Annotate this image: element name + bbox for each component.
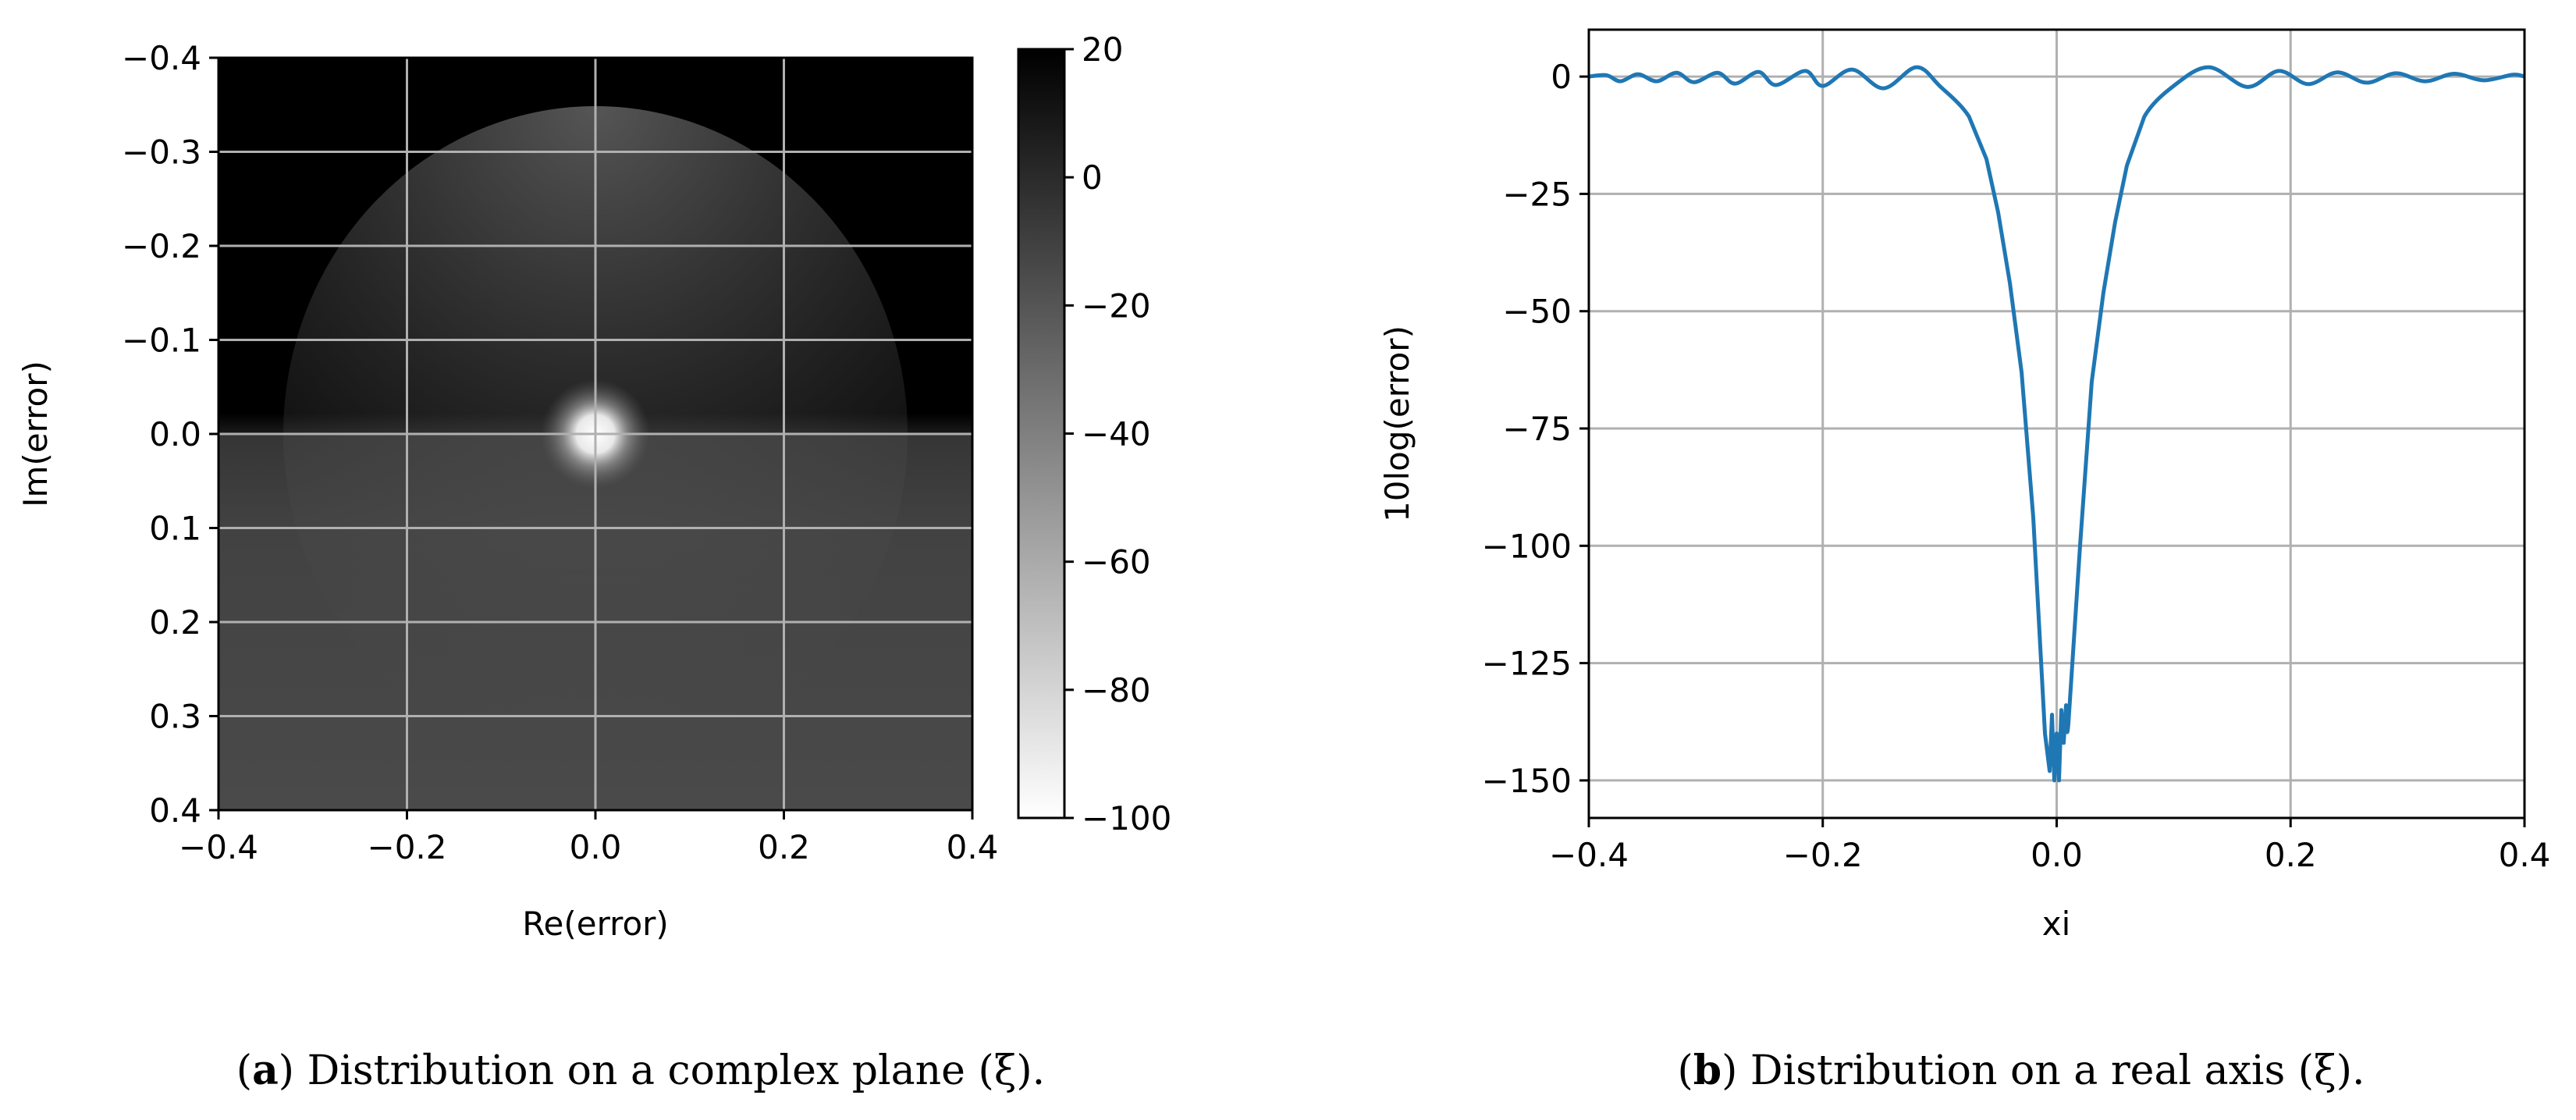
colorbar-tick-label: 20 — [1082, 30, 1123, 69]
y-tick-label: 0.0 — [149, 415, 201, 453]
x-tick-label: −0.4 — [1549, 836, 1629, 874]
y-tick-label: 0.4 — [149, 791, 201, 830]
y-tick-label: 0.3 — [149, 698, 201, 736]
y-tick-label: 0.2 — [149, 603, 201, 642]
colorbar — [1017, 48, 1066, 820]
colorbar-tick-label: −100 — [1082, 799, 1171, 837]
caption-b: (b) Distribution on a real axis (ξ). — [1677, 1047, 2365, 1095]
heatmap-xlabel: Re(error) — [522, 905, 669, 943]
y-tick-label: −25 — [1502, 175, 1572, 213]
y-tick-label: −0.4 — [122, 39, 201, 77]
caption-a: (a) Distribution on a complex plane (ξ). — [236, 1047, 1046, 1095]
y-tick-label: −125 — [1482, 645, 1572, 683]
series-line — [1589, 65, 2524, 783]
colorbar-tick-label: −80 — [1082, 671, 1151, 709]
line-panel: −0.4 −0.2 0.0 0.2 0.40−25−50−75−100−125−150 … — [1378, 28, 2551, 943]
x-tick-label: 0.2 — [2265, 836, 2317, 874]
x-tick-label: −0.4 — [179, 828, 258, 866]
y-tick-label: −0.2 — [122, 227, 201, 265]
caption-a-label: a — [252, 1047, 279, 1094]
x-tick-label: 0.0 — [570, 828, 622, 866]
line-xlabel: xi — [2042, 905, 2071, 943]
heatmap-ylabel: Im(error) — [16, 361, 55, 507]
colorbar-tick-label: −20 — [1082, 286, 1151, 325]
caption-a-text: ) Distribution on a complex plane (ξ). — [278, 1047, 1046, 1094]
x-tick-label: 0.4 — [2499, 836, 2551, 874]
x-tick-label: 0.4 — [947, 828, 999, 866]
caption-b-text: ) Distribution on a real axis (ξ). — [1721, 1047, 2365, 1094]
colorbar-tick-label: −40 — [1082, 415, 1151, 453]
line-ylabel: 10log(error) — [1378, 325, 1416, 522]
x-tick-label: 0.2 — [758, 828, 810, 866]
caption-b-label: b — [1693, 1047, 1722, 1094]
figure: −0.4 −0.2 0.0 0.2 0.4−0.4−0.3−0.2−0.10.00.10… — [16, 28, 2551, 943]
y-tick-label: −75 — [1502, 410, 1572, 448]
heatmap-panel: −0.4 −0.2 0.0 0.2 0.4−0.4−0.3−0.2−0.10.00.10… — [16, 30, 1171, 943]
y-tick-label: 0 — [1551, 58, 1572, 96]
colorbar-tick-label: −60 — [1082, 543, 1151, 581]
y-tick-label: −100 — [1482, 527, 1572, 565]
y-tick-label: 0.1 — [149, 510, 201, 548]
colorbar-tick-label: 0 — [1082, 158, 1103, 197]
y-tick-label: −50 — [1502, 293, 1572, 331]
x-tick-label: −0.2 — [1783, 836, 1863, 874]
y-tick-label: −150 — [1482, 762, 1572, 800]
x-tick-label: 0.0 — [2031, 836, 2083, 874]
y-tick-label: −0.1 — [122, 322, 201, 360]
y-tick-label: −0.3 — [122, 133, 201, 172]
x-tick-label: −0.2 — [368, 828, 447, 866]
